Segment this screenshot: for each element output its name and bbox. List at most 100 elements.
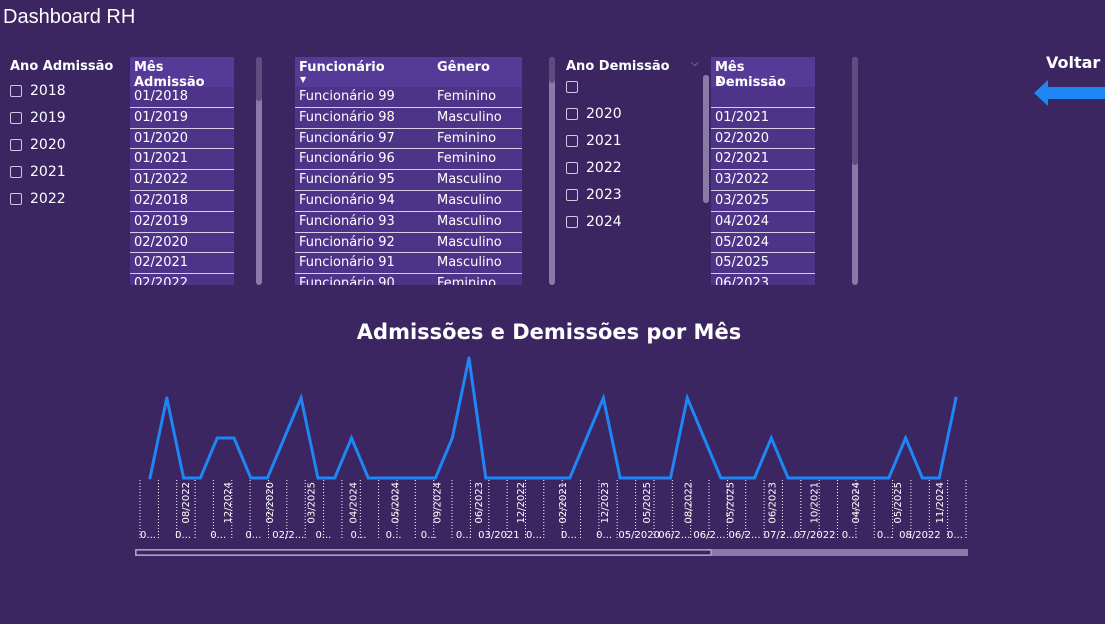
table-row[interactable]: 05/2025 [711, 253, 815, 275]
data-point[interactable] [232, 436, 236, 440]
data-point[interactable] [635, 476, 639, 480]
data-point[interactable] [837, 476, 840, 480]
ano-demissao-option[interactable]: 2023 [566, 181, 622, 208]
data-point[interactable] [568, 476, 572, 480]
table-row[interactable]: 04/2024 [711, 211, 815, 233]
data-point[interactable] [333, 476, 337, 480]
table-row[interactable] [711, 87, 815, 108]
data-point[interactable] [467, 356, 471, 360]
checkbox[interactable] [10, 192, 22, 205]
data-point[interactable] [501, 476, 505, 480]
data-point[interactable] [954, 396, 958, 400]
table-row[interactable]: Funcionário 90 Feminino [295, 274, 522, 285]
data-point[interactable] [249, 476, 253, 480]
table-row[interactable]: Funcionário 99 Feminino [295, 87, 522, 108]
data-point[interactable] [870, 476, 874, 480]
table-row[interactable]: 01/2021 [130, 149, 234, 171]
data-point[interactable] [534, 476, 538, 480]
table-row[interactable]: 01/2020 [130, 128, 234, 150]
data-point[interactable] [601, 396, 605, 400]
checkbox[interactable] [566, 161, 578, 174]
data-point[interactable] [685, 396, 689, 400]
mes-demissao-scrollbar[interactable] [852, 57, 858, 285]
chevron-down-icon[interactable]: ⌵ [691, 58, 699, 69]
data-point[interactable] [887, 476, 891, 480]
data-point[interactable] [702, 436, 706, 440]
ano-admissao-option[interactable]: 2022 [10, 185, 66, 212]
data-point[interactable] [652, 476, 656, 480]
data-point[interactable] [920, 476, 924, 480]
data-point[interactable] [820, 476, 824, 480]
table-row[interactable]: 02/2018 [130, 190, 234, 212]
scroll-thumb[interactable] [256, 57, 262, 101]
table-row[interactable]: Funcionário 91 Masculino [295, 253, 522, 275]
ano-demissao-option[interactable]: 2021 [566, 127, 622, 154]
data-point[interactable] [148, 476, 152, 480]
scroll-thumb[interactable] [852, 57, 858, 165]
table-row[interactable]: 06/2023 [711, 274, 815, 285]
table-row[interactable]: 02/2020 [130, 232, 234, 254]
ano-admissao-option[interactable]: 2021 [10, 158, 66, 185]
ano-admissao-option[interactable]: 2018 [10, 77, 66, 104]
data-point[interactable] [450, 436, 454, 440]
table-row[interactable]: 01/2018 [130, 87, 234, 108]
checkbox[interactable] [10, 111, 22, 124]
data-point[interactable] [400, 476, 404, 480]
data-point[interactable] [434, 476, 437, 480]
data-point[interactable] [316, 476, 320, 480]
table-row[interactable]: 02/2020 [711, 128, 815, 150]
data-point[interactable] [937, 476, 941, 480]
col-funcionario[interactable]: Funcionário [299, 60, 385, 75]
ano-demissao-scrollbar[interactable] [703, 75, 709, 203]
table-row[interactable]: Funcionário 98 Masculino [295, 107, 522, 129]
data-point[interactable] [299, 396, 303, 400]
table-row[interactable]: 02/2019 [130, 211, 234, 233]
data-point[interactable] [753, 476, 756, 480]
table-row[interactable]: 01/2022 [130, 170, 234, 191]
data-point[interactable] [736, 476, 740, 480]
scroll-thumb[interactable] [703, 75, 709, 203]
checkbox[interactable] [10, 138, 22, 151]
table-row[interactable]: Funcionário 92 Masculino [295, 232, 522, 254]
scroll-thumb[interactable] [549, 57, 555, 83]
data-point[interactable] [383, 476, 387, 480]
table-row[interactable]: Funcionário 93 Masculino [295, 211, 522, 233]
table-row[interactable]: Funcionário 95 Masculino [295, 170, 522, 191]
checkbox[interactable] [566, 134, 578, 147]
mes-demissao-header[interactable]: Mês Demissão ▲ [711, 57, 815, 90]
ano-demissao-option[interactable]: 2024 [566, 208, 622, 235]
checkbox[interactable] [566, 215, 578, 228]
ano-demissao-option[interactable]: 2022 [566, 154, 622, 181]
col-genero[interactable]: Gênero [437, 60, 490, 75]
ano-admissao-option[interactable]: 2019 [10, 104, 66, 131]
data-point[interactable] [803, 476, 807, 480]
voltar-label[interactable]: Voltar [1046, 53, 1101, 72]
table-row[interactable]: 01/2021 [711, 107, 815, 129]
checkbox[interactable] [566, 80, 578, 93]
ano-demissao-option[interactable]: 2020 [566, 100, 622, 127]
table-row[interactable]: 03/2022 [711, 170, 815, 191]
data-point[interactable] [551, 476, 555, 480]
back-arrow-icon[interactable] [1034, 80, 1105, 106]
ano-demissao-option[interactable] [566, 73, 622, 100]
data-point[interactable] [904, 436, 908, 440]
mes-admissao-scrollbar[interactable] [256, 57, 262, 285]
data-point[interactable] [182, 476, 186, 480]
table-row[interactable]: 03/2025 [711, 190, 815, 212]
ano-admissao-option[interactable]: 2020 [10, 131, 66, 158]
table-row[interactable]: Funcionário 96 Feminino [295, 149, 522, 171]
table-row[interactable]: 02/2021 [130, 253, 234, 275]
table-row[interactable]: 02/2021 [711, 149, 815, 171]
chart-scroll-thumb[interactable] [135, 549, 712, 556]
data-point[interactable] [266, 476, 269, 480]
data-point[interactable] [585, 436, 589, 440]
data-point[interactable] [282, 436, 286, 440]
data-point[interactable] [417, 476, 421, 480]
data-point[interactable] [198, 476, 202, 480]
data-point[interactable] [215, 436, 219, 440]
data-point[interactable] [517, 476, 521, 480]
data-point[interactable] [853, 476, 857, 480]
data-point[interactable] [719, 476, 723, 480]
checkbox[interactable] [10, 84, 22, 97]
checkbox[interactable] [566, 188, 578, 201]
